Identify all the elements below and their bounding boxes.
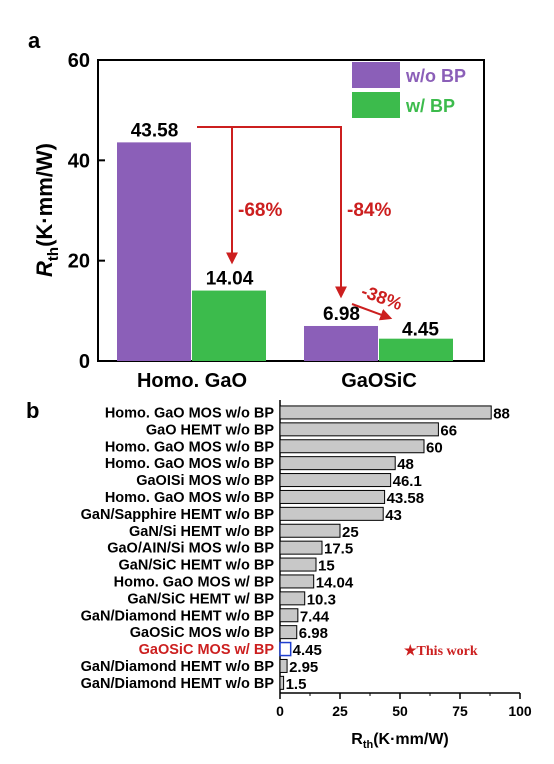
arrow-gaosic-wo-reduction xyxy=(197,126,347,299)
panel-b-bars: 88 Homo. GaO MOS w/o BP 66 GaO HEMT w/o BP 6… xyxy=(81,405,510,693)
hbar-9 xyxy=(279,557,317,572)
hbar-8 xyxy=(279,540,323,555)
panel-b-x-ticks: 0 25 50 75 100 xyxy=(276,693,532,719)
x-tick-label: 100 xyxy=(508,703,532,719)
this-work-note: ★This work xyxy=(404,643,478,659)
hbar-14 xyxy=(279,641,292,657)
hbar-15 xyxy=(279,658,288,673)
hbar-6 xyxy=(279,506,384,521)
hbar-7 xyxy=(279,523,341,538)
bar-0-1 xyxy=(192,290,266,361)
y-tick-label: 40 xyxy=(68,150,90,172)
annotation-minus-84: -84% xyxy=(347,200,391,221)
hbar-category-label: GaN/SiC HEMT w/ BP xyxy=(127,591,274,607)
x-tick-label: 0 xyxy=(276,703,284,719)
panel-a: a Rth(K·mm/W) 0 20 40 60 43.58 14.04 6.98 4.45… xyxy=(28,28,485,392)
hbar-category-label: GaN/Diamond HEMT w/o BP xyxy=(81,608,275,624)
hbar-11 xyxy=(279,591,306,606)
legend-label-w-bp: w/ BP xyxy=(405,96,455,116)
hbar-category-label: GaO/AIN/Si MOS w/o BP xyxy=(107,541,274,557)
panel-b-x-axis-title: Rth(K·mm/W) xyxy=(351,731,449,751)
panel-b-label: b xyxy=(26,398,39,423)
bar-value-label: 43.58 xyxy=(131,120,179,141)
hbar-category-label: GaOSiC MOS w/o BP xyxy=(130,625,275,641)
x-tick-label: 25 xyxy=(332,703,348,719)
hbar-category-label: Homo. GaO MOS w/ BP xyxy=(114,574,275,590)
hbar-10 xyxy=(279,574,315,589)
hbar-category-label: GaN/SiC HEMT w/o BP xyxy=(119,558,275,574)
hbar-2 xyxy=(279,439,425,454)
y-tick-label: 0 xyxy=(79,351,90,373)
panel-a-x-tick-labels: Homo. GaO GaOSiC xyxy=(137,370,417,392)
hbar-value-label: 17.5 xyxy=(324,541,353,558)
arrow-gaosic-w-reduction xyxy=(351,303,393,321)
legend-swatch-w-bp xyxy=(352,92,400,118)
bar-1-0 xyxy=(304,325,378,361)
hbar-value-label: 46.1 xyxy=(393,473,422,490)
annotation-minus-68: -68% xyxy=(238,200,282,221)
hbar-3 xyxy=(279,456,396,471)
legend-swatch-wo-bp xyxy=(352,62,400,88)
hbar-value-label: 43 xyxy=(385,507,402,524)
hbar-5 xyxy=(279,489,386,504)
hbar-value-label: 7.44 xyxy=(300,608,330,625)
panel-b: b 88 Homo. GaO MOS w/o BP 66 GaO HEMT w/o B… xyxy=(26,398,532,751)
x-tick-label: GaOSiC xyxy=(341,370,417,392)
hbar-13 xyxy=(279,625,298,640)
hbar-value-label: 6.98 xyxy=(299,625,328,642)
hbar-category-label: Homo. GaO MOS w/o BP xyxy=(105,439,275,455)
hbar-16 xyxy=(279,675,285,690)
hbar-value-label: 4.45 xyxy=(293,642,322,659)
x-tick-label: 50 xyxy=(392,703,408,719)
panel-a-y-axis-title: Rth(K·mm/W) xyxy=(32,143,62,277)
hbar-category-label: GaN/Si HEMT w/o BP xyxy=(129,524,274,540)
y-tick-label: 20 xyxy=(68,251,90,273)
hbar-value-label: 60 xyxy=(426,439,443,456)
x-tick-label: 75 xyxy=(452,703,468,719)
panel-a-arrows xyxy=(197,126,393,321)
bar-value-label: 6.98 xyxy=(323,304,360,325)
bar-1-1 xyxy=(379,338,453,361)
hbar-value-label: 66 xyxy=(440,422,457,439)
hbar-value-label: 25 xyxy=(342,524,359,541)
x-tick-label: Homo. GaO xyxy=(137,370,247,392)
hbar-category-label: GaN/Diamond HEMT w/o BP xyxy=(81,676,275,692)
hbar-1 xyxy=(279,422,439,437)
hbar-value-label: 15 xyxy=(318,558,335,575)
hbar-category-label: Homo. GaO MOS w/o BP xyxy=(105,405,275,421)
panel-a-plot-frame xyxy=(97,59,485,362)
y-tick-label: 60 xyxy=(68,50,90,72)
hbar-category-label: GaO HEMT w/o BP xyxy=(146,422,274,438)
arrow-homo-reduction xyxy=(197,126,238,265)
hbar-value-label: 88 xyxy=(493,405,510,422)
hbar-0 xyxy=(279,405,492,420)
panel-a-legend: w/o BP w/ BP xyxy=(352,62,466,118)
hbar-category-label: GaOSiC MOS w/ BP xyxy=(139,642,275,658)
panel-a-y-ticks: 0 20 40 60 xyxy=(68,50,105,373)
bar-value-label: 14.04 xyxy=(206,269,254,290)
hbar-category-label: Homo. GaO MOS w/o BP xyxy=(105,456,275,472)
bar-0-0 xyxy=(117,142,191,361)
hbar-category-label: GaOISi MOS w/o BP xyxy=(136,473,274,489)
hbar-value-label: 2.95 xyxy=(289,659,318,676)
panel-a-label: a xyxy=(28,28,41,53)
legend-label-wo-bp: w/o BP xyxy=(405,66,466,86)
hbar-4 xyxy=(279,473,392,488)
panel-a-bars: 43.58 14.04 6.98 4.45 xyxy=(117,120,453,361)
hbar-category-label: Homo. GaO MOS w/o BP xyxy=(105,490,275,506)
hbar-12 xyxy=(279,608,299,623)
hbar-category-label: GaN/Sapphire HEMT w/o BP xyxy=(81,507,275,523)
hbar-category-label: GaN/Diamond HEMT w/o BP xyxy=(81,659,275,675)
hbar-value-label: 48 xyxy=(397,456,414,473)
hbar-value-label: 1.5 xyxy=(286,676,307,693)
hbar-value-label: 10.3 xyxy=(307,591,336,608)
hbar-value-label: 43.58 xyxy=(387,490,425,507)
bar-value-label: 4.45 xyxy=(402,320,439,341)
hbar-value-label: 14.04 xyxy=(316,574,354,591)
